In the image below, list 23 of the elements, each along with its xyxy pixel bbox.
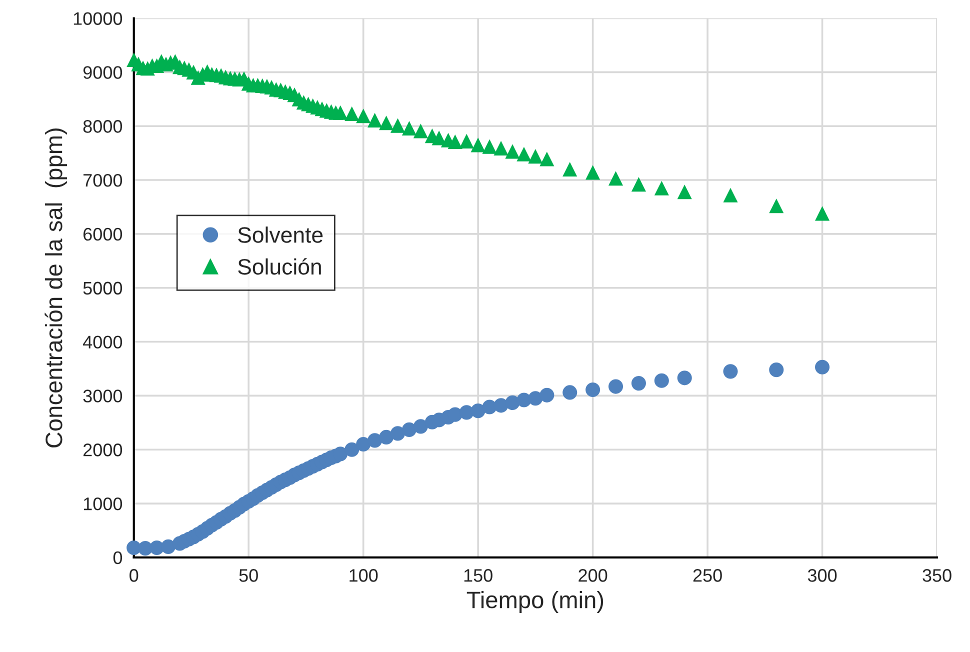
x-tick-label: 0 xyxy=(130,569,138,582)
y-tick-label: 4000 xyxy=(83,336,122,348)
y-tick-label: 10000 xyxy=(74,12,122,25)
y-tick-label: 0 xyxy=(113,551,122,564)
x-tick-label: 100 xyxy=(350,569,378,582)
y-tick-label: 3000 xyxy=(83,390,122,402)
legend-label: Solución xyxy=(238,258,321,275)
legend-label: Solvente xyxy=(238,226,323,243)
y-tick-label: 9000 xyxy=(83,66,122,79)
y-tick-label: 2000 xyxy=(83,444,122,456)
y-tick-label: 6000 xyxy=(84,228,122,241)
x-tick-label: 200 xyxy=(578,569,608,582)
x-axis-title: Tiempo (min) xyxy=(466,590,604,613)
y-tick-label: 5000 xyxy=(83,282,122,295)
y-axis-title: Concentración de la sal (ppm) xyxy=(44,128,67,448)
y-tick-label: 8000 xyxy=(83,120,122,133)
x-tick-label: 350 xyxy=(922,569,952,582)
x-tick-label: 250 xyxy=(693,569,722,582)
y-tick-label: 7000 xyxy=(84,174,122,187)
x-tick-label: 50 xyxy=(239,569,258,582)
x-tick-label: 150 xyxy=(464,569,492,582)
y-tick-label: 1000 xyxy=(84,497,122,510)
x-tick-label: 300 xyxy=(808,569,837,582)
